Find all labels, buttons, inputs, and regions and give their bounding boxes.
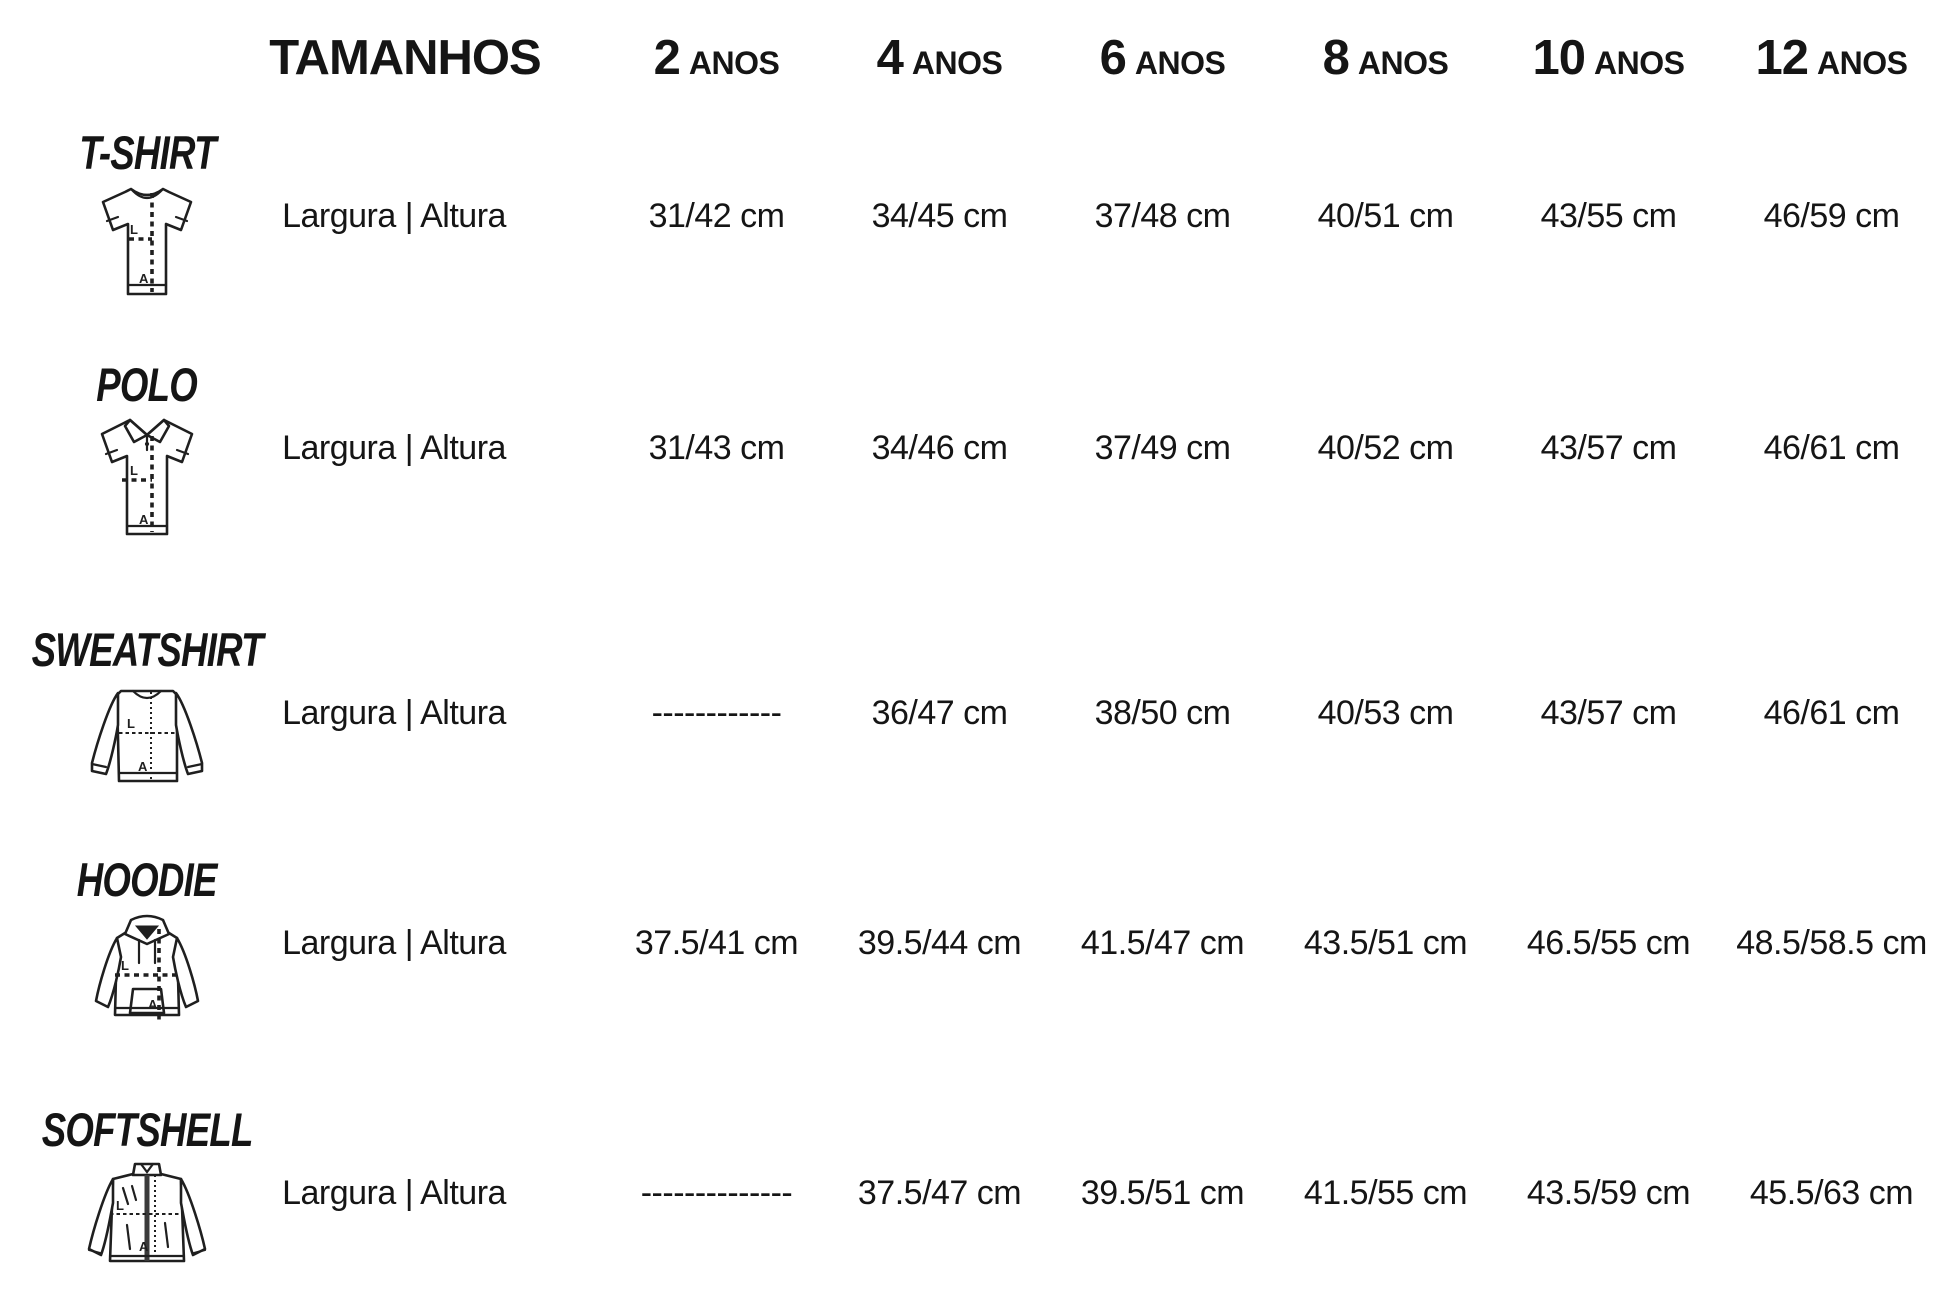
value-tshirt-10anos: 43/55 cm — [1540, 197, 1677, 235]
column-header-8-anos: 8 ANOS — [1274, 0, 1497, 133]
product-softshell: SOFTSHELL — [0, 1103, 260, 1308]
product-tshirt: T-SHIRT L A — [0, 126, 260, 365]
age-unit: ANOS — [1134, 45, 1226, 81]
chart-title: TAMANHOS — [269, 31, 541, 85]
measure-label: Largura | Altura — [282, 429, 506, 467]
product-label-softshell: SOFTSHELL — [41, 1103, 254, 1156]
width-letter: L — [121, 958, 129, 973]
value-tshirt-6anos: 37/48 cm — [1094, 197, 1231, 235]
age-number: 10 — [1532, 31, 1587, 85]
value-polo-12anos: 46/61 cm — [1763, 429, 1900, 467]
product-label-tshirt: T-SHIRT — [78, 126, 216, 179]
width-letter: L — [130, 222, 138, 237]
age-unit: ANOS — [1594, 45, 1685, 81]
value-softshell-6anos: 39.5/51 cm — [1080, 1174, 1245, 1212]
value-hoodie-6anos: 41.5/47 cm — [1080, 924, 1245, 962]
value-softshell-4anos: 37.5/47 cm — [857, 1174, 1022, 1212]
value-hoodie-12anos: 48.5/58.5 cm — [1736, 924, 1927, 962]
height-letter: A — [138, 759, 148, 774]
value-hoodie-2anos: 37.5/41 cm — [634, 924, 799, 962]
age-number: 6 — [1099, 31, 1127, 85]
value-hoodie-4anos: 39.5/44 cm — [857, 924, 1022, 962]
value-tshirt-8anos: 40/51 cm — [1317, 197, 1454, 235]
value-softshell-2anos: -------------- — [640, 1174, 793, 1212]
product-label-sweatshirt: SWEATSHIRT — [31, 623, 263, 676]
value-tshirt-2anos: 31/42 cm — [648, 197, 785, 235]
height-letter: A — [139, 271, 149, 286]
product-label-hoodie: HOODIE — [77, 853, 218, 906]
measure-label: Largura | Altura — [282, 1174, 506, 1212]
value-polo-2anos: 31/43 cm — [648, 429, 785, 467]
product-label-polo: POLO — [96, 358, 199, 411]
column-header-2-anos: 2 ANOS — [605, 0, 828, 133]
age-number: 12 — [1755, 31, 1810, 85]
age-unit: ANOS — [1357, 45, 1449, 81]
measure-label: Largura | Altura — [282, 197, 506, 235]
value-softshell-12anos: 45.5/63 cm — [1749, 1174, 1914, 1212]
column-header-6-anos: 6 ANOS — [1051, 0, 1274, 133]
measure-label: Largura | Altura — [282, 694, 506, 732]
value-tshirt-12anos: 46/59 cm — [1763, 197, 1900, 235]
product-sweatshirt: SWEATSHIRT L A — [0, 623, 263, 860]
product-polo: POLO L A — [0, 358, 260, 630]
age-unit: ANOS — [688, 45, 780, 81]
value-polo-10anos: 43/57 cm — [1540, 429, 1677, 467]
value-softshell-8anos: 41.5/55 cm — [1303, 1174, 1468, 1212]
value-polo-8anos: 40/52 cm — [1317, 429, 1454, 467]
value-hoodie-8anos: 43.5/51 cm — [1303, 924, 1468, 962]
age-number: 4 — [876, 31, 904, 85]
height-letter: A — [139, 512, 149, 527]
value-sweatshirt-4anos: 36/47 cm — [871, 694, 1008, 732]
height-letter: A — [148, 997, 158, 1012]
width-letter: L — [127, 716, 135, 731]
value-polo-4anos: 34/46 cm — [871, 429, 1008, 467]
age-number: 8 — [1322, 31, 1350, 85]
width-letter: L — [130, 463, 138, 478]
value-tshirt-4anos: 34/45 cm — [871, 197, 1008, 235]
column-header-12-anos: 12 ANOS — [1720, 0, 1943, 133]
chart-title-cell: TAMANHOS — [260, 0, 550, 133]
measure-label: Largura | Altura — [282, 924, 506, 962]
sweatshirt-icon: L A — [85, 681, 209, 797]
value-polo-6anos: 37/49 cm — [1094, 429, 1231, 467]
column-header-10-anos: 10 ANOS — [1497, 0, 1720, 133]
age-number: 2 — [653, 31, 681, 85]
value-sweatshirt-12anos: 46/61 cm — [1763, 694, 1900, 732]
height-letter: A — [139, 1239, 149, 1254]
value-sweatshirt-6anos: 38/50 cm — [1094, 694, 1231, 732]
value-sweatshirt-10anos: 43/57 cm — [1540, 694, 1677, 732]
product-hoodie: HOODIE L A — [0, 853, 260, 1110]
softshell-icon: L A — [83, 1161, 211, 1269]
value-sweatshirt-8anos: 40/53 cm — [1317, 694, 1454, 732]
hoodie-icon: L A — [89, 911, 205, 1026]
value-sweatshirt-2anos: ------------ — [651, 694, 782, 732]
tshirt-icon: L A — [95, 184, 199, 299]
age-unit: ANOS — [1817, 45, 1908, 81]
column-header-4-anos: 4 ANOS — [828, 0, 1051, 133]
width-letter: L — [116, 1198, 124, 1213]
polo-icon: L A — [92, 416, 202, 540]
value-hoodie-10anos: 46.5/55 cm — [1526, 924, 1691, 962]
age-unit: ANOS — [911, 45, 1003, 81]
value-softshell-10anos: 43.5/59 cm — [1526, 1174, 1691, 1212]
